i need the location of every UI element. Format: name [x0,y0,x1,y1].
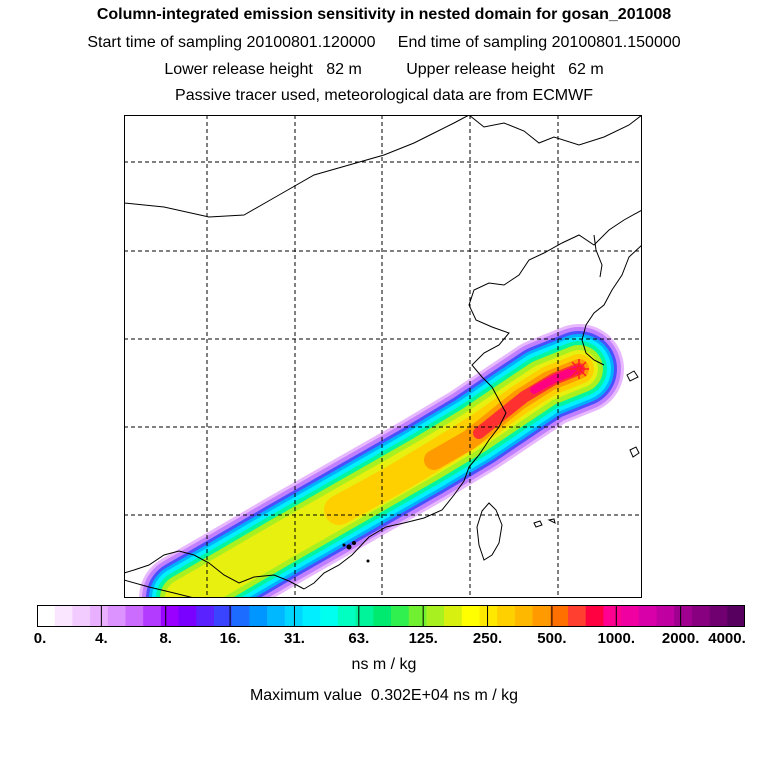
colorbar-segment [550,605,569,627]
colorbar-segment [54,605,73,627]
colorbar-segment [320,605,339,627]
colorbar-segment [497,605,516,627]
colorbar [37,605,745,627]
colorbar-segment [656,605,675,627]
star-icon [569,359,589,379]
colorbar-segment [231,605,250,627]
colorbar-tick-label: 125. [408,630,438,647]
sensitivity-plume [139,324,624,598]
sampling-time-line: Start time of sampling 20100801.120000 E… [87,34,681,51]
colorbar-segment [691,605,711,627]
colorbar-segment [568,605,587,627]
colorbar-segment [355,605,374,627]
coastlines [124,115,642,598]
colorbar-tick-label: 8. [159,630,172,647]
colorbar-tick-label: 4. [95,630,108,647]
colorbar-segment [479,605,498,627]
colorbar-segment [90,605,109,627]
colorbar-segment [143,605,162,627]
colorbar-segment [408,605,427,627]
colorbar-segment [727,605,745,627]
colorbar-tick-label: 1000. [597,630,636,647]
colorbar-segment [621,605,640,627]
colorbar-segment [284,605,304,627]
map-frame [124,115,642,598]
lat-lon-grid [124,115,642,598]
colorbar-unit: ns m / kg [351,656,417,673]
release-height-line: Lower release height 82 m Upper release … [164,61,604,78]
colorbar-tick-label: 250. [472,630,503,647]
colorbar-segment [249,605,268,627]
colorbar-segment [337,605,357,627]
colorbar-segment [514,605,534,627]
colorbar-tick-label: 16. [219,630,241,647]
colorbar-segment [72,605,91,627]
colorbar-segment [709,605,728,627]
colorbar-segment [373,605,392,627]
colorbar-segment [444,605,463,627]
colorbar-segment [426,605,445,627]
colorbar-tick-label: 500. [537,630,567,647]
meteo-source-line: Passive tracer used, meteorological data… [175,87,593,104]
colorbar-segment [585,605,604,627]
colorbar-segment [125,605,144,627]
colorbar-segment [214,605,233,627]
colorbar-tick-label: 63. [348,630,370,647]
plot-title: Column-integrated emission sensitivity i… [96,6,672,23]
colorbar-tick-label: 4000. [708,630,746,647]
sensitivity-map [124,115,642,598]
colorbar-segment [302,605,321,627]
colorbar-tick-label: 2000. [661,630,700,647]
inland-dots [342,541,370,563]
colorbar-segment [178,605,197,627]
colorbar-frame [37,605,745,627]
colorbar-segment [532,605,551,627]
colorbar-segment [107,605,127,627]
colorbar-segment [160,605,180,627]
colorbar-segment [37,605,56,627]
colorbar-segment [461,605,481,627]
colorbar-segment [391,605,410,627]
colorbar-segment [674,605,693,627]
colorbar-tick-label: 0. [33,630,47,647]
colorbar-segment [196,605,215,627]
colorbar-segment [638,605,658,627]
max-value-label: Maximum value 0.302E+04 ns m / kg [249,687,519,704]
colorbar-segment [267,605,286,627]
colorbar-segment [603,605,622,627]
colorbar-tick-label: 31. [284,630,305,647]
